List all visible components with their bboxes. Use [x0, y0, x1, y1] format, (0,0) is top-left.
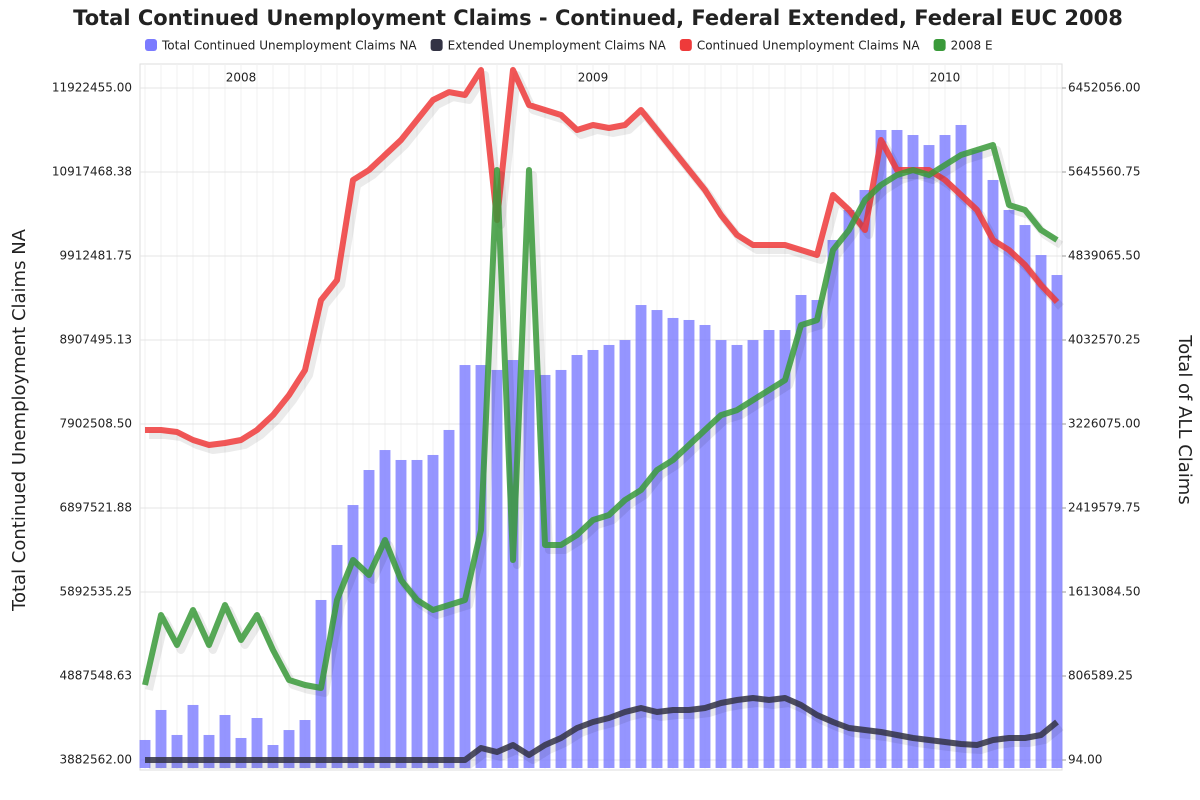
y2-tick-label: 5645560.75 [1068, 165, 1141, 179]
legend-swatch [145, 39, 157, 51]
y-tick-label: 9912481.75 [59, 249, 132, 263]
bar [475, 365, 487, 768]
bar [523, 369, 535, 768]
bar [1003, 209, 1015, 769]
y2-tick-label: 94.00 [1068, 753, 1102, 767]
bar [811, 300, 823, 768]
y2-tick-label: 4032570.25 [1068, 333, 1141, 347]
bar [459, 365, 471, 768]
legend-swatch [933, 39, 946, 51]
x-tick-label: 2008 [226, 71, 257, 85]
bar [923, 145, 935, 769]
y2-tick-label: 6452056.00 [1068, 81, 1141, 95]
bar [619, 340, 631, 768]
y2-tick-label: 806589.25 [1068, 669, 1133, 683]
bar [331, 544, 343, 768]
y-tick-label: 6897521.88 [59, 501, 132, 515]
bar [587, 349, 599, 768]
bar [395, 459, 407, 768]
bar [155, 709, 167, 768]
bar [539, 374, 551, 768]
line [145, 695, 1059, 763]
bar [747, 340, 759, 768]
y2-tick-label: 1613084.50 [1068, 585, 1141, 599]
x-tick-label: 2010 [930, 71, 961, 85]
bar [219, 714, 231, 768]
marks [139, 67, 1064, 769]
bar [603, 344, 615, 768]
bar [667, 317, 679, 768]
y2-tick-label: 4839065.50 [1068, 249, 1141, 263]
bar [347, 505, 359, 768]
chart-title: Total Continued Unemployment Claims - Co… [73, 6, 1123, 30]
y2-tick-label: 2419579.75 [1068, 501, 1141, 515]
bar [299, 720, 311, 768]
bar [363, 470, 375, 768]
bar [235, 737, 247, 768]
bar [843, 209, 855, 769]
bar [379, 450, 391, 768]
y-tick-label: 11922455.00 [52, 81, 132, 95]
bar [1051, 275, 1063, 768]
bar [731, 344, 743, 768]
line-shadow [145, 146, 1064, 697]
bar [1019, 225, 1031, 769]
bar [555, 369, 567, 768]
bar [715, 340, 727, 768]
bar [507, 360, 519, 768]
y-axis-title: Total Continued Unemployment Claims NA [9, 228, 30, 612]
bar [571, 355, 583, 768]
legend-label: 2008 E [951, 39, 993, 53]
bar [795, 294, 807, 768]
bar [635, 305, 647, 768]
bar [203, 734, 215, 768]
y-tick-label: 5892535.25 [59, 585, 132, 599]
legend-label: Continued Unemployment Claims NA [697, 39, 921, 53]
bar [827, 239, 839, 768]
bar [171, 734, 183, 768]
bar [411, 459, 423, 768]
x-tick-label: 2009 [578, 71, 609, 85]
bar [251, 718, 263, 768]
y-tick-label: 4887548.63 [59, 669, 132, 683]
bar [779, 330, 791, 768]
y-tick-label: 10917468.38 [52, 165, 132, 179]
bar [139, 739, 151, 768]
bar [859, 190, 871, 769]
bar [651, 310, 663, 768]
bar [491, 369, 503, 768]
legend-label: Total Continued Unemployment Claims NA [161, 39, 417, 53]
y2-tick-label: 3226075.00 [1068, 417, 1141, 431]
legend: Total Continued Unemployment Claims NA Ex… [145, 39, 993, 53]
line-shadow [149, 71, 1064, 454]
line-shadow [149, 699, 1064, 769]
bar [763, 330, 775, 768]
bar [907, 135, 919, 769]
line [142, 142, 1059, 691]
bar [443, 429, 455, 768]
bar [683, 319, 695, 768]
bar [875, 129, 887, 768]
bar [1035, 255, 1047, 769]
legend-label: Extended Unemployment Claims NA [448, 39, 667, 53]
y2-axis-title: Total of ALL Claims [1174, 334, 1195, 504]
legend-swatch [430, 39, 443, 51]
bar [971, 149, 983, 768]
bar [187, 704, 199, 768]
bar [699, 324, 711, 768]
bar [891, 129, 903, 768]
legend-swatch [679, 39, 692, 51]
bar [939, 135, 951, 769]
y-tick-label: 3882562.00 [59, 753, 132, 767]
y-tick-label: 8907495.13 [59, 333, 132, 347]
y-tick-label: 7902508.50 [59, 417, 132, 431]
bar [955, 124, 967, 768]
bar [987, 179, 999, 768]
bar [283, 730, 295, 768]
bar [267, 745, 279, 768]
